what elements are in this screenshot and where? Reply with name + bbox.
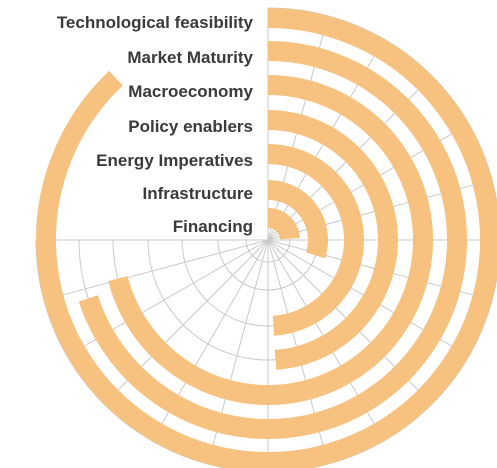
radial-bar: [267, 110, 398, 370]
radial-bar: [108, 75, 433, 405]
radial-bar: [267, 144, 364, 336]
radial-bar: [36, 8, 497, 468]
category-label: Macroeconomy: [128, 82, 253, 101]
category-label: Financing: [173, 217, 253, 236]
category-label: Infrastructure: [142, 184, 253, 203]
category-label: Technological feasibility: [57, 13, 254, 32]
radial-bar: [267, 208, 300, 241]
category-label: Policy enablers: [128, 117, 253, 136]
bars: [36, 8, 497, 468]
radial-bar: [267, 180, 328, 259]
category-label: Energy Imperatives: [96, 151, 253, 170]
radial-bar: [78, 41, 467, 439]
grid-spoke: [43, 239, 269, 301]
category-label: Market Maturity: [127, 48, 253, 67]
category-labels: Technological feasibility Market Maturity…: [57, 13, 254, 236]
